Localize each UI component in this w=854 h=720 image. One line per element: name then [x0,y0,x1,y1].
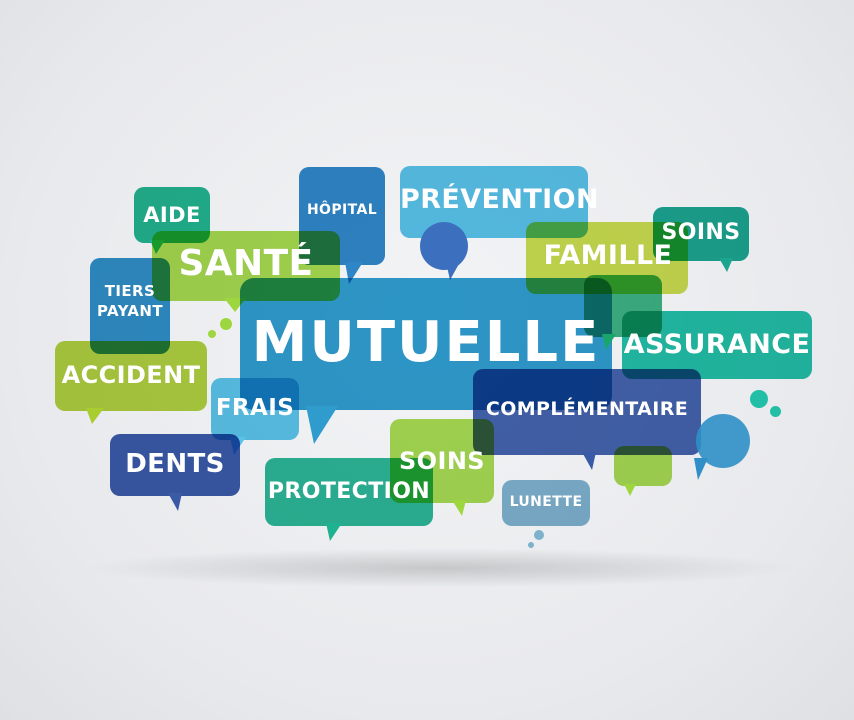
bubble-soins-bottom-tail [452,500,466,516]
word-mutuelle: MUTUELLE [251,310,601,375]
word-complementaire: COMPLÉMENTAIRE [485,398,689,420]
bubble-mutuelle-dot-1 [220,318,232,330]
bubble-assurance-dot-1 [750,390,768,408]
word-soins-top: SOINS [661,220,741,245]
bubble-lime-small-tail [624,484,636,496]
bubble-mutuelle-dot-2 [208,330,216,338]
bubble-lime-small [614,446,672,486]
word-tiers: TIERS [104,282,156,300]
bubble-frais [211,378,299,440]
bubble-prevention-round-tail [420,222,468,270]
bubble-soins-top-tail [719,258,733,272]
bubble-assurance-dot-2 [770,406,781,417]
bubble-assurance [622,311,812,379]
bubble-dents-tail [168,493,182,511]
word-sante: SANTÉ [178,243,314,284]
bubble-complementaire [473,369,701,455]
bubble-prevention-tail [446,262,460,280]
word-accident: ACCIDENT [61,361,201,389]
word-famille: FAMILLE [543,240,673,271]
word-dents: DENTS [125,449,225,479]
word-protection: PROTECTION [267,479,431,504]
bubble-lunette-dot-1 [534,530,544,540]
bubble-protection-tail [326,523,342,541]
bubble-lunette [502,480,590,526]
word-lunette: LUNETTE [509,494,583,510]
word-prevention: PRÉVENTION [400,184,599,215]
word-soins-bottom: SOINS [399,447,485,475]
bubble-green-small-tail [602,334,616,350]
word-hopital: HÔPITAL [306,202,378,218]
word-aide: AIDE [143,203,201,227]
word-assurance: ASSURANCE [623,329,811,360]
bubble-blue-round-tail [694,458,708,480]
bubble-complementaire-tail [582,452,596,470]
word-frais: FRAIS [215,395,295,421]
bubble-protection [265,458,433,526]
ground-shadow [80,548,800,588]
bubble-accident-tail [86,408,104,424]
bubble-soins-top [653,207,749,261]
bubble-tiers-payant [90,258,170,354]
bubble-mutuelle-tail [306,406,338,444]
bubble-accident [55,341,207,411]
bubble-hopital [299,167,385,265]
bubble-dents [110,434,240,496]
word-payant: PAYANT [96,302,163,320]
bubble-lunette-dot-2 [528,542,534,548]
